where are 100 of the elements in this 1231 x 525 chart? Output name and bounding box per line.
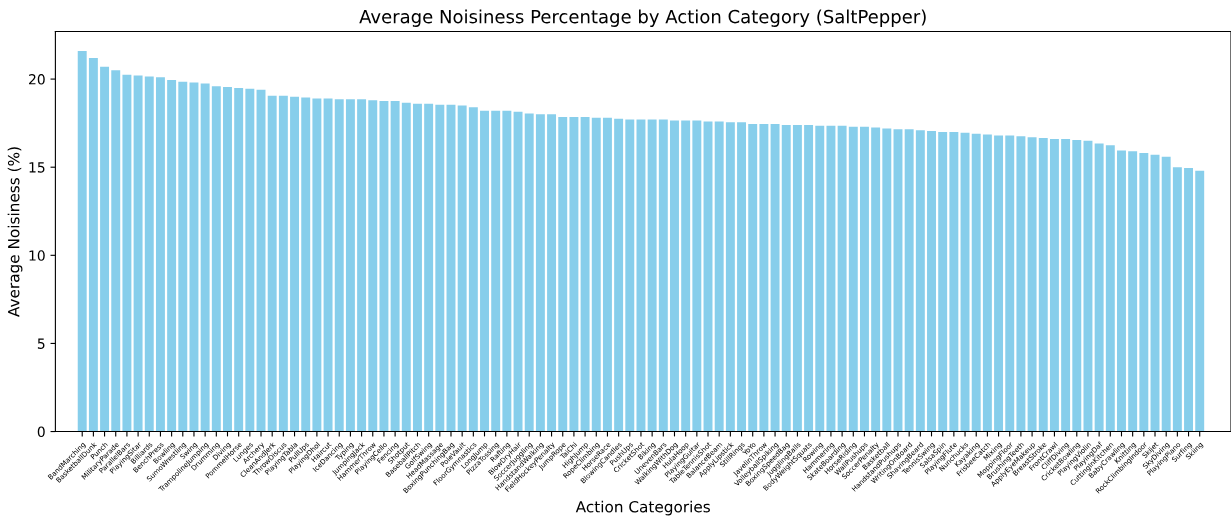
y-tick-label: 20 — [29, 74, 45, 85]
bar — [290, 96, 300, 432]
bar — [692, 120, 702, 432]
bar — [334, 99, 344, 432]
bar — [915, 130, 925, 432]
bar — [1016, 136, 1026, 432]
bar — [379, 101, 389, 432]
bar — [737, 122, 747, 432]
y-tick-label: 10 — [29, 250, 45, 261]
bar — [524, 113, 534, 432]
bar — [770, 124, 780, 432]
bar — [1027, 137, 1037, 432]
bar — [547, 114, 557, 432]
bar — [491, 110, 501, 432]
bar — [200, 83, 210, 432]
bar — [323, 98, 333, 432]
bar — [133, 75, 143, 432]
bar — [278, 95, 288, 432]
bar — [938, 131, 948, 432]
bar — [1072, 139, 1082, 432]
bar — [960, 132, 970, 432]
bar — [144, 76, 154, 432]
bar — [1172, 167, 1182, 432]
bar — [714, 121, 724, 432]
x-axis-title: Action Categories — [575, 500, 710, 516]
bar — [1105, 145, 1115, 432]
bar — [88, 57, 98, 432]
bar — [178, 81, 188, 432]
bar — [502, 110, 512, 432]
bar — [636, 119, 646, 432]
bar — [100, 66, 110, 432]
bar — [1128, 151, 1138, 432]
bar — [412, 103, 422, 432]
bar — [1061, 139, 1071, 432]
bar — [826, 125, 836, 432]
bar — [513, 111, 523, 432]
bar — [345, 99, 355, 432]
bar — [368, 100, 378, 432]
bar — [602, 117, 612, 432]
bar — [681, 120, 691, 432]
bar — [223, 87, 232, 432]
bar — [904, 129, 914, 432]
bar — [401, 102, 411, 432]
bar — [658, 119, 668, 432]
bar — [871, 127, 881, 432]
bar — [815, 125, 825, 432]
bar — [468, 107, 478, 432]
bar — [882, 128, 892, 432]
bar — [357, 99, 367, 432]
bar — [848, 126, 858, 432]
bar — [111, 70, 121, 432]
bar — [725, 122, 735, 432]
bar — [390, 101, 400, 432]
y-tick-label: 0 — [37, 426, 45, 438]
bar — [245, 88, 255, 432]
bar — [312, 98, 322, 432]
bar — [480, 110, 489, 432]
bar — [781, 124, 791, 432]
bar — [591, 117, 601, 432]
bar — [670, 120, 679, 432]
bar — [994, 135, 1004, 432]
bar — [189, 82, 199, 432]
bar — [1049, 139, 1059, 432]
bar — [301, 97, 311, 432]
bar — [792, 124, 802, 432]
bar — [859, 126, 869, 432]
bar — [267, 95, 277, 432]
bar — [614, 118, 624, 432]
bar — [211, 86, 221, 432]
bar — [122, 74, 132, 432]
bar — [971, 133, 981, 432]
bar — [982, 134, 992, 432]
bar — [759, 124, 769, 432]
bar — [927, 131, 936, 432]
bar — [424, 103, 434, 432]
bar — [1005, 135, 1015, 432]
bar — [1094, 143, 1104, 432]
bar — [580, 116, 590, 432]
bar — [155, 77, 165, 432]
bar — [804, 124, 814, 432]
bar — [949, 131, 959, 432]
bar — [1083, 140, 1093, 432]
bar — [625, 119, 635, 432]
bar — [837, 125, 847, 432]
bar — [535, 114, 545, 432]
y-tick-label: 15 — [29, 162, 45, 173]
y-tick-label: 5 — [37, 338, 45, 349]
bar — [1117, 150, 1126, 432]
bar — [77, 50, 87, 432]
bar — [435, 104, 445, 432]
bar — [457, 105, 467, 432]
bar — [1195, 170, 1205, 432]
bar — [1139, 153, 1149, 432]
bar — [647, 119, 657, 432]
bar — [748, 124, 758, 432]
bar — [1038, 138, 1048, 432]
bar — [558, 116, 568, 432]
bar — [167, 79, 177, 432]
bar — [569, 116, 579, 432]
chart-title: Average Noisiness Percentage by Action Category (SaltPepper) — [359, 9, 926, 27]
